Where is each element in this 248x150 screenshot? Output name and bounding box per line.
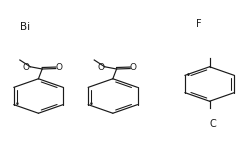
Text: O: O bbox=[55, 63, 62, 72]
Text: •: • bbox=[14, 100, 19, 109]
Text: O: O bbox=[130, 63, 137, 72]
Text: F: F bbox=[196, 19, 201, 29]
Text: C: C bbox=[209, 119, 216, 129]
Text: O: O bbox=[97, 63, 104, 72]
Text: O: O bbox=[23, 63, 30, 72]
Text: Bi: Bi bbox=[20, 22, 30, 32]
Text: •: • bbox=[186, 71, 191, 80]
Text: •: • bbox=[89, 100, 93, 109]
